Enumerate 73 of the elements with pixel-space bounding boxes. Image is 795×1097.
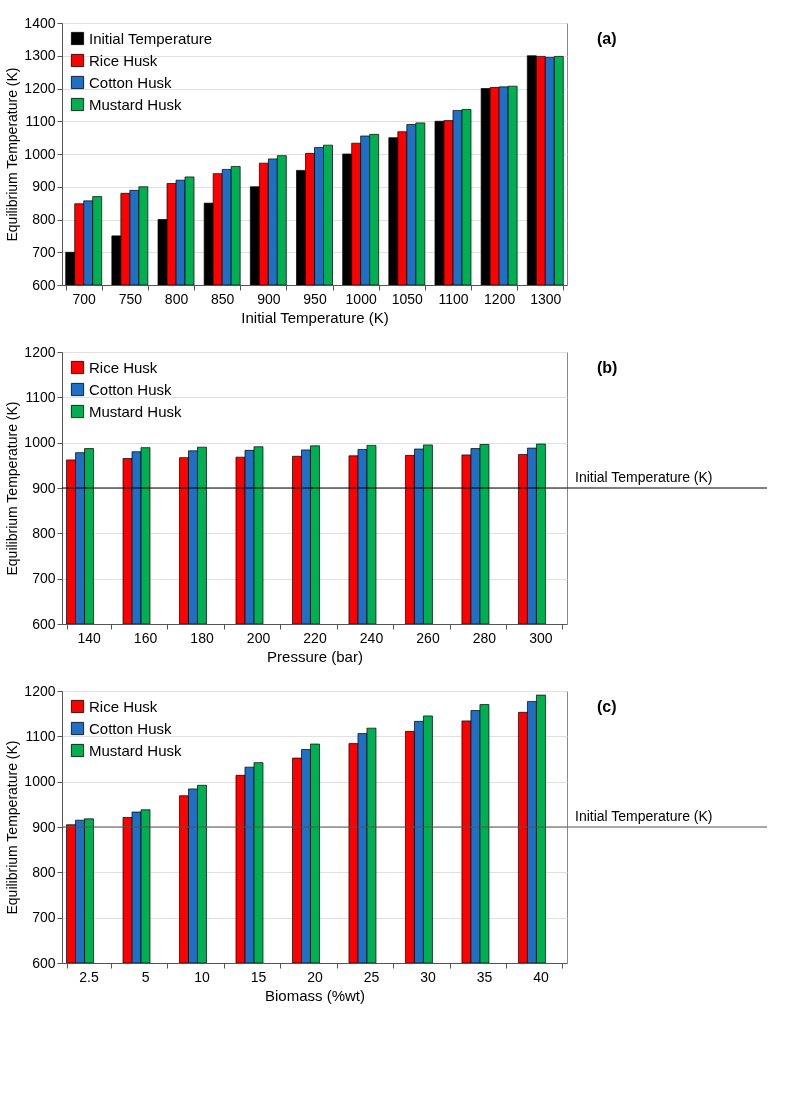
x-tick-label: 700	[72, 290, 97, 307]
x-tick-label: 750	[118, 290, 143, 307]
x-tick-label: 35	[476, 968, 493, 985]
x-tick-label: 950	[303, 290, 327, 307]
x-tick-label: 1050	[391, 290, 424, 307]
legend-label: Cotton Husk	[89, 719, 173, 737]
x-tick-label: 25	[363, 968, 380, 985]
x-tick-label: 850	[211, 290, 235, 307]
x-tick-label: 10	[194, 968, 211, 985]
x-axis-title: Pressure (bar)	[267, 647, 363, 665]
text: (a)	[597, 30, 617, 47]
x-axis-title: Biomass (%wt)	[264, 986, 366, 1004]
x-tick-label: 180	[190, 629, 214, 646]
y-tick-label: 900	[32, 818, 56, 835]
y-tick-label: 600	[32, 615, 56, 632]
x-tick-label: 200	[246, 629, 271, 646]
x-tick-label: 260	[416, 629, 440, 646]
text: (b)	[597, 359, 618, 376]
x-tick-label: 900	[257, 290, 281, 307]
x-tick-label: 30	[420, 968, 436, 985]
x-tick-label: 40	[533, 968, 549, 985]
y-tick-label: 600	[32, 276, 56, 293]
x-tick-label: 1200	[484, 290, 516, 307]
x-tick-label: 300	[529, 629, 553, 646]
y-tick-label: 700	[32, 243, 56, 260]
y-tick-label: 900	[32, 479, 56, 496]
y-tick-label: 800	[32, 211, 56, 227]
x-tick-label: 1000	[345, 290, 377, 307]
y-tick-label: 1000	[24, 145, 56, 162]
x-axis-title: Initial Temperature (K)	[241, 308, 389, 326]
ref-line-label: Initial Temperature (K)	[575, 808, 713, 824]
x-tick-label: 240	[359, 629, 384, 646]
y-axis-title: Equilibrium Temperature (K)	[4, 67, 21, 242]
x-tick-label: 1300	[530, 290, 562, 307]
x-tick-label: 140	[77, 629, 101, 646]
x-tick-label: 160	[133, 629, 158, 646]
y-tick-label: 800	[32, 863, 56, 880]
y-tick-label: 1100	[25, 727, 56, 744]
legend-label: Cotton Husk	[89, 73, 173, 91]
x-tick-label: 800	[164, 290, 189, 307]
x-tick-label: 20	[307, 968, 323, 985]
y-tick-label: 1400	[24, 14, 56, 31]
y-tick-label: 1000	[24, 434, 56, 451]
y-tick-label: 1300	[24, 47, 56, 64]
y-tick-label: 700	[32, 909, 56, 926]
x-tick-label: 1100	[438, 290, 469, 307]
y-tick-label: 1200	[24, 682, 56, 699]
legend-label: Rice Husk	[89, 697, 158, 715]
legend-label: Mustard Husk	[89, 402, 183, 420]
x-tick-label: 2.5	[79, 968, 99, 985]
x-tick-label: 15	[250, 968, 267, 985]
y-tick-label: 600	[32, 954, 56, 971]
y-tick-label: 1200	[24, 80, 56, 96]
y-tick-label: 1000	[24, 773, 56, 790]
y-tick-label: 800	[32, 524, 56, 541]
y-tick-label: 700	[32, 570, 56, 587]
y-axis-title: Equilibrium Temperature (K)	[4, 401, 21, 576]
legend-label: Cotton Husk	[89, 380, 173, 398]
ref-line-label: Initial Temperature (K)	[575, 469, 713, 485]
y-tick-label: 1200	[24, 343, 56, 360]
legend-label: Rice Husk	[89, 358, 158, 376]
y-tick-label: 1100	[25, 112, 56, 129]
x-tick-label: 280	[472, 629, 497, 646]
x-tick-label: 5	[141, 968, 150, 985]
y-tick-label: 1100	[25, 388, 56, 405]
text: (c)	[597, 698, 617, 715]
y-tick-label: 900	[32, 178, 56, 195]
legend-label: Mustard Husk	[89, 741, 183, 759]
legend-label: Mustard Husk	[89, 95, 183, 113]
x-tick-label: 220	[303, 629, 327, 646]
y-axis-title: Equilibrium Temperature (K)	[4, 740, 21, 915]
legend-label: Initial Temperature	[89, 29, 213, 47]
legend-label: Rice Husk	[89, 51, 158, 69]
